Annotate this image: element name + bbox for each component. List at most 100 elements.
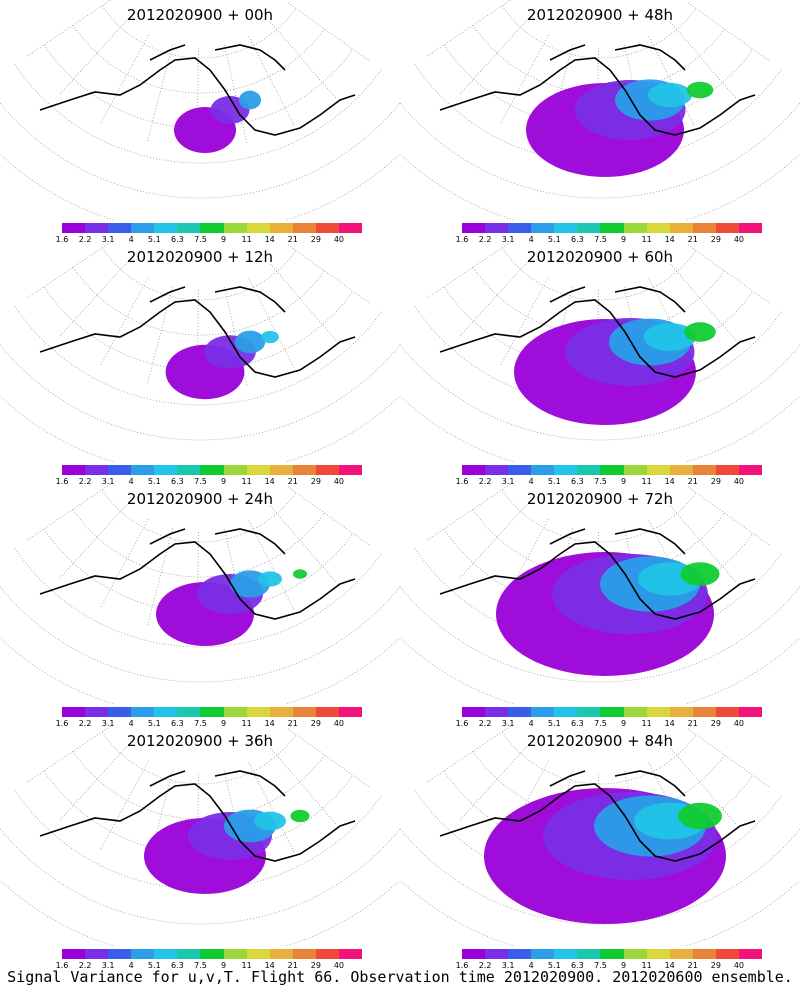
colorbar-swatch (131, 707, 155, 717)
latitude-circle (0, 153, 400, 220)
colorbar-ticks: 1.6 2.2 3.1 4 5.1 6.3 7.5 9 11 14 21 29 40 (56, 235, 362, 245)
colorbar-swatch (554, 949, 578, 959)
colorbar-swatch (554, 223, 578, 233)
latitude-circle (101, 731, 297, 785)
colorbar-swatch (338, 707, 363, 717)
meridian-line (670, 263, 738, 342)
panel-title: 2012020900 + 48h (526, 6, 674, 24)
colorbar-swatch (508, 707, 532, 717)
colorbar-tick-label: 2.2 (78, 477, 92, 486)
colorbar-swatch (692, 707, 716, 717)
latitude-circle (14, 548, 382, 648)
colorbar-swatch (485, 707, 509, 717)
colorbar-swatch (600, 223, 624, 233)
colorbar-swatch (338, 949, 363, 959)
colorbar-swatch (131, 465, 155, 475)
colorbar-swatch (669, 949, 693, 959)
colorbar-tick-label: 3.1 (101, 235, 115, 244)
colorbar-ticks: 1.6 2.2 3.1 4 5.1 6.3 7.5 9 11 14 21 29 40 (456, 961, 762, 971)
colorbar-swatch (554, 465, 578, 475)
colorbar-tick-label: 3.1 (101, 719, 115, 728)
colorbar-tick-label: 21 (687, 235, 698, 244)
colorbar-tick-label: 2.2 (78, 961, 92, 970)
latitude-circle (14, 64, 382, 164)
colorbar-swatch (738, 949, 763, 959)
colorbar-tick-label: 9 (620, 235, 627, 244)
colorbar-swatch (131, 949, 155, 959)
colorbar-tick-label: 1.6 (55, 235, 69, 244)
latitude-circle (0, 102, 400, 199)
map-panel: 2012020900 + 72h 1.6 2.2 3.1 4 5.1 6.3 7.5 9 11 14… (400, 484, 800, 728)
meridian-line (99, 34, 149, 125)
colorbar-swatch (531, 223, 555, 233)
meridian-line (499, 276, 549, 367)
meridian-line (499, 34, 549, 125)
colorbar-swatch (646, 707, 670, 717)
colorbar-tick-label: 14 (264, 235, 275, 244)
colorbar-tick-label: 29 (310, 477, 321, 486)
meridian-line (648, 36, 696, 128)
colorbar (62, 465, 363, 475)
colorbar-tick-label: 9 (220, 235, 227, 244)
colorbar-swatch (338, 465, 363, 475)
meridian-line (287, 244, 372, 305)
colorbar-swatch (223, 949, 247, 959)
meridian-line (25, 242, 111, 300)
variance-contour (686, 81, 714, 99)
colorbar-swatch (508, 465, 532, 475)
colorbar-tick-label: 9 (220, 961, 227, 970)
latitude-circle (501, 247, 697, 301)
colorbar-swatch (200, 949, 224, 959)
colorbar-tick-label: 5.1 (147, 719, 161, 728)
colorbar-tick-label: 4 (128, 961, 134, 970)
colorbar-swatch (269, 707, 293, 717)
colorbar-swatch (108, 465, 132, 475)
colorbar-tick-label: 6.3 (171, 235, 184, 244)
panel-title: 2012020900 + 60h (526, 248, 674, 266)
colorbar-swatch (531, 949, 555, 959)
meridian-line (99, 760, 149, 851)
variance-contour (290, 809, 310, 823)
meridian-line (146, 770, 174, 870)
colorbar-swatch (200, 223, 224, 233)
colorbar-swatch (531, 707, 555, 717)
variance-field (165, 330, 279, 400)
colorbar-swatch (315, 707, 339, 717)
latitude-circle (414, 548, 782, 648)
meridian-line (425, 484, 511, 542)
colorbar-tick-label: 40 (333, 961, 345, 970)
colorbar-tick-label: 6.3 (571, 719, 584, 728)
colorbar-tick-label: 1.6 (55, 719, 69, 728)
meridian-line (458, 261, 528, 338)
latitude-circle (400, 344, 800, 441)
variance-contour (680, 562, 720, 586)
colorbar-tick-label: 4 (128, 719, 134, 728)
meridian-line (670, 21, 738, 100)
map-svg (400, 0, 800, 220)
colorbar-tick-label: 6.3 (171, 477, 184, 486)
colorbar-swatch (108, 223, 132, 233)
colorbar-swatch (669, 223, 693, 233)
meridian-line (99, 276, 149, 367)
meridian-line (248, 762, 296, 854)
colorbar-tick-label: 9 (220, 719, 227, 728)
colorbar-swatch (177, 223, 201, 233)
colorbar-swatch (554, 707, 578, 717)
colorbar-swatch (246, 707, 270, 717)
coastline (39, 44, 356, 136)
colorbar-swatch (62, 223, 86, 233)
colorbar-tick-label: 2.2 (478, 477, 492, 486)
colorbar-swatch (315, 949, 339, 959)
map-panel: 2012020900 + 12h 1.6 2.2 3.1 4 5.1 6.3 7.5 9 11 14… (0, 242, 400, 486)
colorbar-tick-label: 11 (241, 477, 252, 486)
colorbar-swatch (315, 465, 339, 475)
colorbar-swatch (315, 223, 339, 233)
colorbar-tick-label: 21 (287, 961, 298, 970)
latitude-circle (101, 247, 297, 301)
colorbar-tick-label: 11 (641, 235, 652, 244)
colorbar-tick-label: 40 (733, 719, 745, 728)
colorbar-tick-label: 21 (287, 235, 298, 244)
latitude-circle (0, 879, 400, 946)
colorbar-tick-label: 40 (333, 477, 345, 486)
map-svg (0, 242, 400, 462)
